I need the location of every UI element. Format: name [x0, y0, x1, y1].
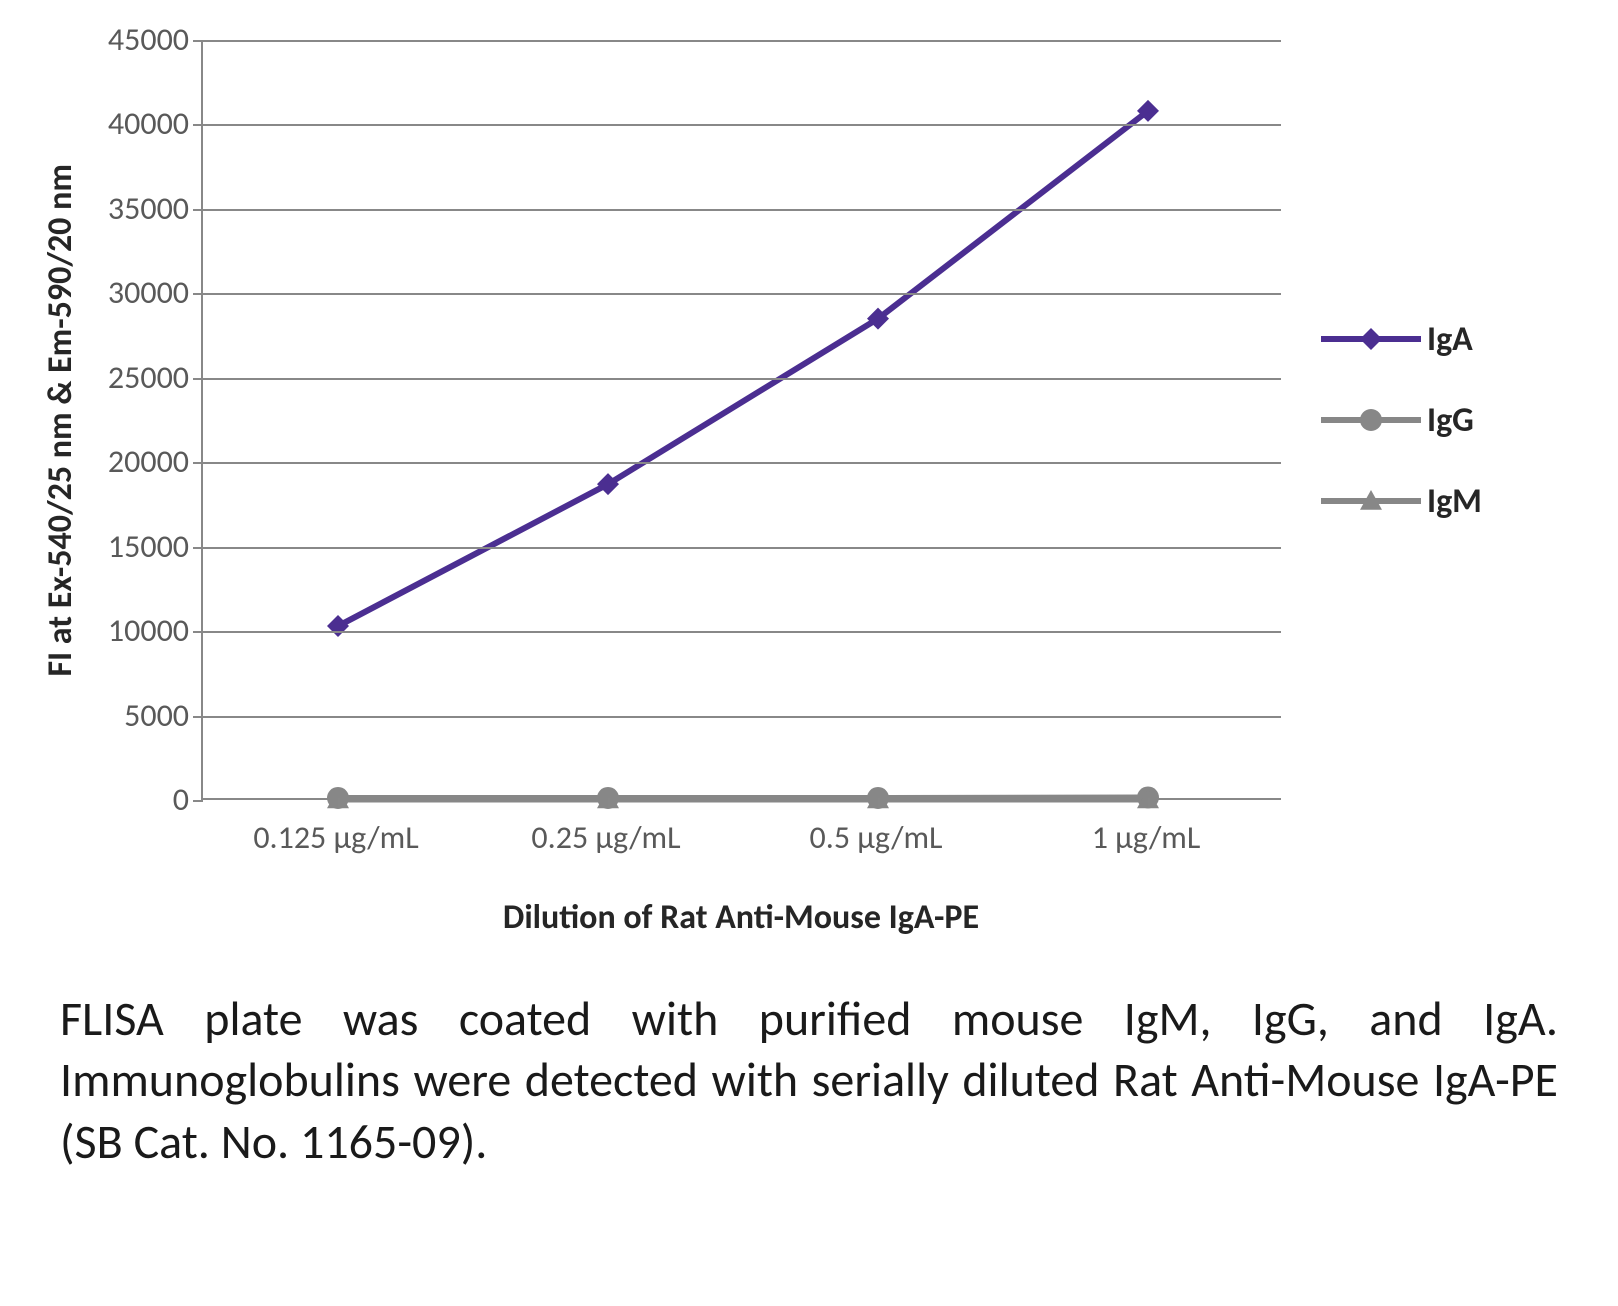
legend-label: IgA — [1427, 319, 1473, 360]
y-tick-mark — [193, 378, 203, 380]
y-tick-label: 20000 — [108, 446, 189, 478]
series-marker-IgA — [867, 308, 889, 330]
gridline — [203, 209, 1281, 211]
legend-item-IgA: IgA — [1321, 319, 1482, 360]
xaxis-pad — [40, 800, 201, 938]
legend-item-IgG: IgG — [1321, 400, 1482, 441]
x-axis-area: 0.125 µg/mL0.25 µg/mL0.5 µg/mL1 µg/mL Di… — [40, 800, 1578, 938]
gridline — [203, 716, 1281, 718]
gridline — [203, 293, 1281, 295]
gridline — [203, 40, 1281, 42]
series-marker-IgA — [597, 473, 619, 495]
y-axis-ticks: 0500010000150002000025000300003500040000… — [91, 40, 201, 800]
series-marker-IgA — [327, 615, 349, 637]
y-tick-mark — [193, 209, 203, 211]
y-tick-mark — [193, 462, 203, 464]
gridline — [203, 378, 1281, 380]
y-tick-mark — [193, 293, 203, 295]
legend: IgA IgG IgM — [1321, 319, 1482, 522]
y-tick-label: 0 — [173, 784, 189, 816]
y-tick-mark — [193, 547, 203, 549]
series-line-IgA — [338, 111, 1148, 626]
series-layer — [203, 40, 1283, 800]
x-axis-ticks: 0.125 µg/mL0.25 µg/mL0.5 µg/mL1 µg/mL — [201, 818, 1281, 857]
y-tick-label: 40000 — [108, 108, 189, 140]
legend-label: IgM — [1427, 481, 1482, 522]
legend-item-IgM: IgM — [1321, 481, 1482, 522]
x-tick-label: 0.125 µg/mL — [201, 818, 471, 857]
figure: FI at Ex-540/25 nm & Em-590/20 nm 0 5000 1… — [0, 0, 1618, 1202]
y-tick-mark — [193, 716, 203, 718]
y-tick-label: 30000 — [108, 277, 189, 309]
x-tick-mark — [608, 798, 610, 808]
y-tick-label: 35000 — [108, 193, 189, 225]
gridline — [203, 547, 1281, 549]
x-axis-title: Dilution of Rat Anti-Mouse IgA-PE — [201, 897, 1281, 938]
plot-area — [201, 40, 1281, 800]
x-tick-label: 0.5 µg/mL — [741, 818, 1011, 857]
y-tick-mark — [193, 124, 203, 126]
y-tick-mark — [193, 800, 203, 802]
y-tick-label: 25000 — [108, 362, 189, 394]
series-marker-IgA — [1137, 100, 1159, 122]
y-tick-label: 15000 — [108, 531, 189, 563]
legend-label: IgG — [1427, 400, 1474, 441]
y-tick-label: 5000 — [124, 700, 189, 732]
y-tick-label: 10000 — [108, 615, 189, 647]
y-tick-mark — [193, 631, 203, 633]
chart-row: FI at Ex-540/25 nm & Em-590/20 nm 050001… — [40, 40, 1578, 800]
legend-swatch — [1321, 404, 1421, 436]
gridline — [203, 631, 1281, 633]
gridline — [203, 462, 1281, 464]
y-tick-mark — [193, 40, 203, 42]
legend-swatch — [1321, 485, 1421, 517]
figure-caption: FLISA plate was coated with purified mou… — [40, 988, 1578, 1172]
legend-swatch — [1321, 323, 1421, 355]
x-tick-label: 0.25 µg/mL — [471, 818, 741, 857]
gridline — [203, 124, 1281, 126]
y-tick-label: 45000 — [108, 24, 189, 56]
x-tick-mark — [878, 798, 880, 808]
x-tick-mark — [1148, 798, 1150, 808]
y-axis-title: FI at Ex-540/25 nm & Em-590/20 nm — [40, 164, 81, 677]
x-tick-label: 1 µg/mL — [1011, 818, 1281, 857]
series-line-IgG — [338, 797, 1148, 798]
x-tick-mark — [338, 798, 340, 808]
